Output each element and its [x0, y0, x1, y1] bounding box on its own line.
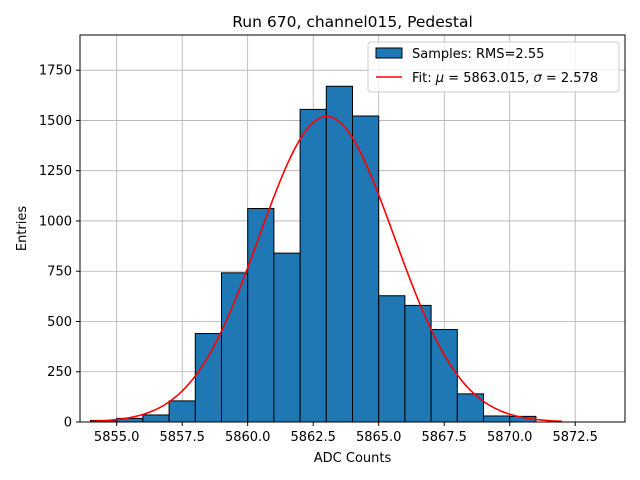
- x-tick-label: 5860.0: [225, 430, 271, 445]
- y-axis-label: Entries: [15, 206, 30, 252]
- x-tick-label: 5872.5: [552, 430, 598, 445]
- y-tick-label: 1500: [39, 114, 72, 129]
- legend: Samples: RMS=2.55 Fit: μ = 5863.015, σ =…: [367, 41, 620, 93]
- histogram-bar: [194, 333, 222, 423]
- x-axis-label: ADC Counts: [314, 451, 392, 466]
- y-tick-label: 0: [64, 416, 72, 431]
- histogram-bar: [430, 329, 458, 423]
- y-tick-label: 1000: [39, 214, 72, 229]
- histogram-bar: [273, 252, 301, 423]
- histogram-bar: [247, 207, 275, 423]
- histogram-bar: [168, 400, 196, 423]
- x-axis-ticks: 5855.0 5857.5 5860.0 5862.5 5865.0 5867.5 5870…: [94, 422, 598, 445]
- y-tick-label: 1750: [39, 64, 72, 79]
- y-axis-ticks: 0 250 500 750 1000 1250 1500 1750: [39, 64, 80, 431]
- legend-fit-label: Fit: μ = 5863.015, σ = 2.578: [412, 71, 598, 86]
- legend-histogram-swatch: [375, 47, 403, 59]
- histogram-bar: [220, 272, 249, 423]
- histogram-bar: [404, 304, 432, 423]
- histogram-bar: [325, 85, 353, 423]
- x-tick-label: 5865.0: [356, 430, 402, 445]
- x-tick-label: 5857.5: [159, 430, 205, 445]
- fit-curve: [90, 115, 563, 423]
- y-tick-label: 500: [47, 315, 72, 330]
- legend-histogram-label: Samples: RMS=2.55: [412, 47, 544, 62]
- legend-box: [367, 41, 620, 93]
- x-tick-label: 5855.0: [94, 430, 140, 445]
- fit-curve-layer: [90, 115, 563, 423]
- histogram-bar: [483, 415, 511, 423]
- y-tick-label: 1250: [39, 164, 72, 179]
- histogram-bar: [352, 115, 380, 423]
- histogram-bar: [378, 295, 406, 423]
- plot-frame: [79, 34, 626, 423]
- x-tick-label: 5870.0: [487, 430, 533, 445]
- histogram-bars: [89, 85, 537, 423]
- histogram-bar: [142, 414, 170, 423]
- chart-title: Run 670, channel015, Pedestal: [232, 13, 473, 31]
- x-tick-label: 5862.5: [290, 430, 336, 445]
- x-tick-label: 5867.5: [421, 430, 467, 445]
- y-tick-label: 250: [47, 365, 72, 380]
- histogram-bar: [299, 108, 327, 423]
- y-tick-label: 750: [47, 265, 72, 280]
